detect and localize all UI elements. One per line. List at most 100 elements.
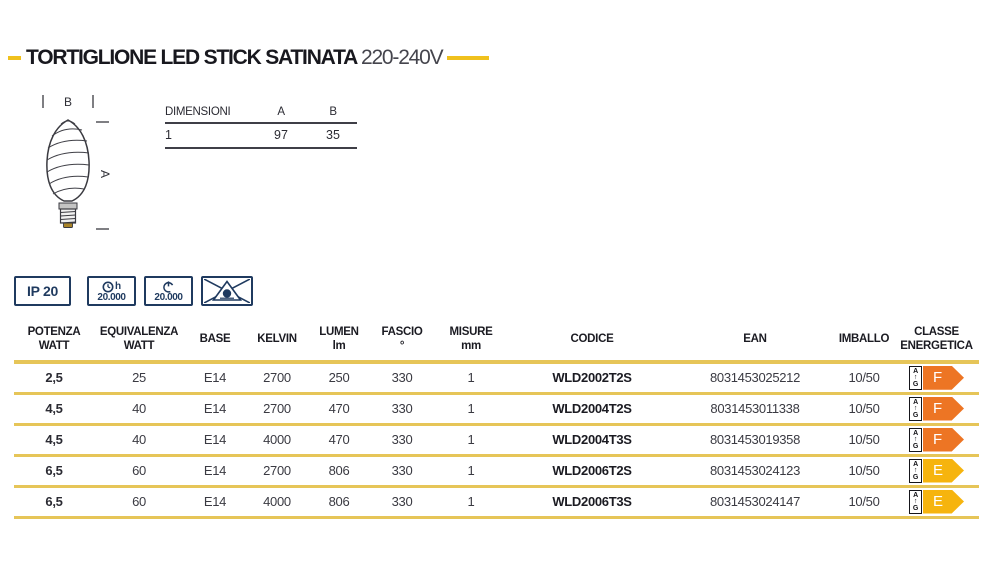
cell-potenza: 4,5 bbox=[14, 393, 94, 426]
lifetime-hours: 20.000 bbox=[97, 291, 126, 303]
ip-rating-badge: IP 20 bbox=[14, 276, 71, 306]
page-title: TORTIGLIONE LED STICK SATINATA 220-240V bbox=[26, 46, 444, 70]
clock-icon bbox=[102, 281, 114, 292]
cell-potenza: 6,5 bbox=[14, 486, 94, 519]
energy-scale-icon: A ↑ G bbox=[909, 396, 922, 421]
cell-fascio: 330 bbox=[370, 486, 434, 519]
cell-fascio: 330 bbox=[370, 393, 434, 426]
cell-potenza: 2,5 bbox=[14, 362, 94, 395]
cell-kelvin: 2700 bbox=[246, 455, 308, 488]
table-row: 6,5 60 E14 4000 806 330 1 WLD2006T3S 803… bbox=[14, 486, 979, 519]
col-fascio: FASCIO ° bbox=[370, 320, 434, 364]
cell-imballo: 10/50 bbox=[834, 362, 894, 395]
table-row: 4,5 40 E14 2700 470 330 1 WLD2004T2S 803… bbox=[14, 393, 979, 426]
cell-equivalenza: 40 bbox=[94, 393, 184, 426]
energy-arrow-icon: E bbox=[923, 489, 964, 514]
page-title-row: TORTIGLIONE LED STICK SATINATA 220-240V bbox=[8, 46, 490, 70]
title-dash-left-icon bbox=[8, 56, 21, 60]
switch-cycles-badge: 20.000 bbox=[144, 276, 193, 306]
cell-base: E14 bbox=[184, 424, 246, 457]
spec-header-row: POTENZA WATT EQUIVALENZA WATT BASE KELVIN … bbox=[14, 320, 979, 364]
cell-misure: 1 bbox=[434, 393, 508, 426]
dims-header-a: A bbox=[277, 106, 285, 118]
col-base: BASE bbox=[184, 320, 246, 364]
lifetime-unit: h bbox=[114, 281, 122, 292]
not-dimmable-badge bbox=[201, 276, 253, 306]
no-dimmer-icon bbox=[204, 279, 250, 303]
col-classe-energetica: CLASSE ENERGETICA bbox=[894, 320, 979, 364]
cell-imballo: 10/50 bbox=[834, 486, 894, 519]
bulb-diagram-icon: B A bbox=[42, 95, 112, 230]
cell-lumen: 250 bbox=[308, 362, 370, 395]
dims-header-name: DIMENSIONI bbox=[165, 106, 231, 118]
col-imballo: IMBALLO bbox=[834, 320, 894, 364]
energy-arrow-icon: F bbox=[923, 365, 964, 390]
cell-codice: WLD2004T2S bbox=[508, 393, 676, 426]
energy-scale-icon: A ↑ G bbox=[909, 489, 922, 514]
col-misure: MISURE mm bbox=[434, 320, 508, 364]
cell-lumen: 806 bbox=[308, 455, 370, 488]
energy-scale-icon: A ↑ G bbox=[909, 458, 922, 483]
dims-row: 1 97 35 bbox=[165, 124, 357, 149]
product-name: TORTIGLIONE LED STICK SATINATA bbox=[26, 46, 358, 69]
cell-imballo: 10/50 bbox=[834, 393, 894, 426]
dims-value-a: 97 bbox=[274, 128, 288, 142]
cell-base: E14 bbox=[184, 393, 246, 426]
cell-potenza: 6,5 bbox=[14, 455, 94, 488]
cell-ean: 8031453024147 bbox=[676, 486, 834, 519]
cell-equivalenza: 40 bbox=[94, 424, 184, 457]
height-dimension-label: A bbox=[98, 170, 112, 178]
cell-energia: A ↑ G E bbox=[894, 455, 979, 488]
col-kelvin: KELVIN bbox=[246, 320, 308, 364]
title-dash-right-icon bbox=[447, 56, 490, 60]
cell-imballo: 10/50 bbox=[834, 424, 894, 457]
energy-class-badge: A ↑ G E bbox=[894, 458, 979, 483]
cell-imballo: 10/50 bbox=[834, 455, 894, 488]
cell-equivalenza: 60 bbox=[94, 486, 184, 519]
cell-base: E14 bbox=[184, 486, 246, 519]
cell-codice: WLD2006T2S bbox=[508, 455, 676, 488]
energy-arrow-icon: F bbox=[923, 396, 964, 421]
cell-codice: WLD2002T2S bbox=[508, 362, 676, 395]
cell-equivalenza: 60 bbox=[94, 455, 184, 488]
dims-header-b: B bbox=[329, 106, 337, 118]
table-row: 6,5 60 E14 2700 806 330 1 WLD2006T2S 803… bbox=[14, 455, 979, 488]
cell-energia: A ↑ G F bbox=[894, 362, 979, 395]
cell-fascio: 330 bbox=[370, 362, 434, 395]
cell-energia: A ↑ G F bbox=[894, 424, 979, 457]
cell-ean: 8031453019358 bbox=[676, 424, 834, 457]
cell-lumen: 806 bbox=[308, 486, 370, 519]
col-equivalenza: EQUIVALENZA WATT bbox=[94, 320, 184, 364]
col-potenza: POTENZA WATT bbox=[14, 320, 94, 364]
table-row: 4,5 40 E14 4000 470 330 1 WLD2004T3S 803… bbox=[14, 424, 979, 457]
cell-fascio: 330 bbox=[370, 455, 434, 488]
energy-arrow-icon: E bbox=[923, 458, 964, 483]
cell-codice: WLD2006T3S bbox=[508, 486, 676, 519]
power-icon bbox=[163, 280, 174, 293]
cell-energia: A ↑ G F bbox=[894, 393, 979, 426]
energy-class-badge: A ↑ G E bbox=[894, 489, 979, 514]
cell-kelvin: 4000 bbox=[246, 424, 308, 457]
cell-fascio: 330 bbox=[370, 424, 434, 457]
switch-cycles-value: 20.000 bbox=[154, 291, 183, 303]
energy-arrow-icon: F bbox=[923, 427, 964, 452]
energy-class-badge: A ↑ G F bbox=[894, 396, 979, 421]
cell-base: E14 bbox=[184, 362, 246, 395]
cell-lumen: 470 bbox=[308, 424, 370, 457]
dims-value-index: 1 bbox=[165, 128, 172, 142]
col-ean: EAN bbox=[676, 320, 834, 364]
width-dimension-label: B bbox=[64, 95, 72, 109]
dimensions-table: DIMENSIONI A B 1 97 35 bbox=[165, 106, 357, 149]
col-lumen: LUMEN lm bbox=[308, 320, 370, 364]
cell-misure: 1 bbox=[434, 486, 508, 519]
table-row: 2,5 25 E14 2700 250 330 1 WLD2002T2S 803… bbox=[14, 362, 979, 395]
energy-class-badge: A ↑ G F bbox=[894, 365, 979, 390]
feature-badges: IP 20 h 20.000 20.000 bbox=[14, 276, 253, 306]
cell-misure: 1 bbox=[434, 362, 508, 395]
energy-scale-icon: A ↑ G bbox=[909, 365, 922, 390]
cell-potenza: 4,5 bbox=[14, 424, 94, 457]
lifetime-badge: h 20.000 bbox=[87, 276, 136, 306]
cell-base: E14 bbox=[184, 455, 246, 488]
cell-misure: 1 bbox=[434, 455, 508, 488]
